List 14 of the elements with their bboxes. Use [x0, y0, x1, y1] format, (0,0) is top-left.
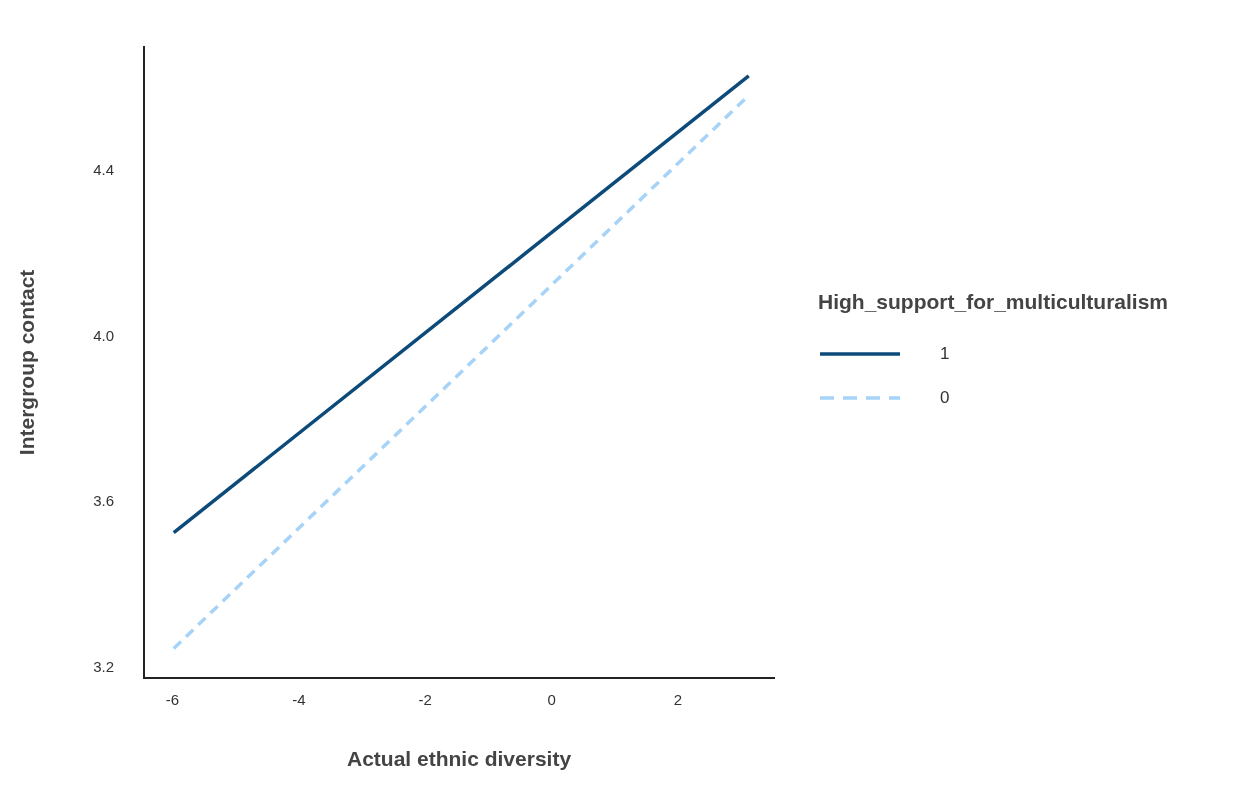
y-axis-title: Intergroup contact — [15, 269, 39, 456]
x-tick-label: -2 — [418, 690, 432, 708]
x-axis-title: Actual ethnic diversity — [346, 747, 572, 771]
y-tick-label: 4.0 — [93, 326, 115, 344]
x-tick-label: -6 — [165, 690, 180, 708]
x-tick-label: -4 — [292, 690, 306, 708]
legend-title: High_support_for_multiculturalism — [818, 289, 1169, 314]
legend-label: 1 — [940, 343, 950, 364]
x-tick-label: 0 — [547, 690, 556, 708]
y-tick-label: 4.4 — [93, 161, 115, 179]
x-tick-label: 2 — [673, 690, 683, 708]
y-tick-label: 3.6 — [93, 492, 115, 510]
legend-label: 0 — [940, 387, 950, 408]
y-tick-label: 3.2 — [93, 657, 115, 675]
